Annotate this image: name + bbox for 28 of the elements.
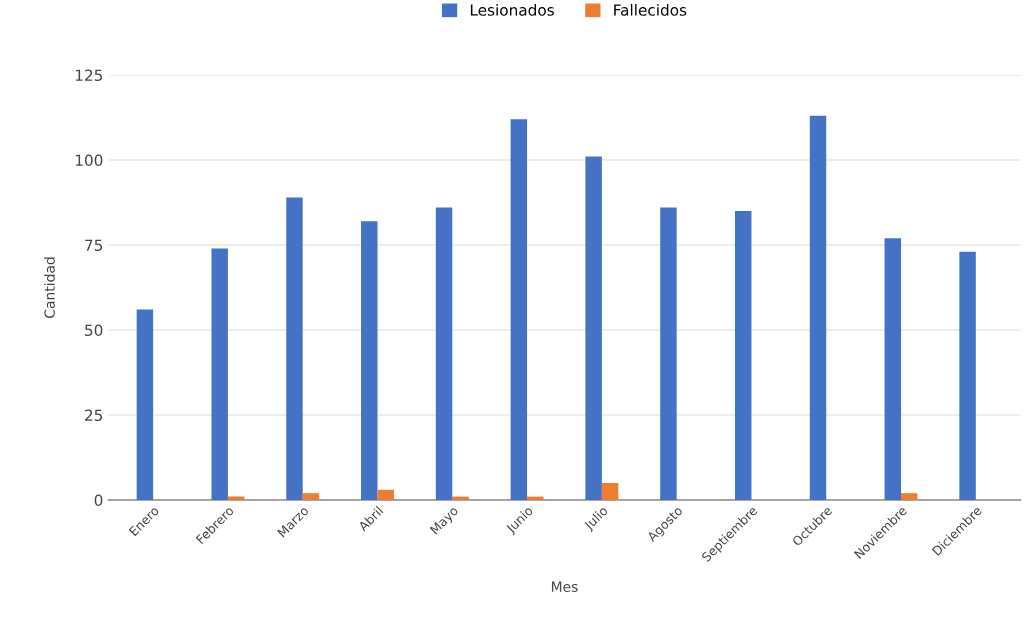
bar xyxy=(585,156,602,500)
bar xyxy=(136,309,154,500)
bar xyxy=(601,483,619,500)
y-tick-label: 125 xyxy=(75,69,103,82)
y-tick-label: 50 xyxy=(85,324,103,337)
legend-label: Lesionados xyxy=(470,3,554,16)
y-tick-label: 75 xyxy=(85,239,103,252)
bar xyxy=(734,211,752,500)
bar xyxy=(377,489,394,500)
bar xyxy=(809,115,827,500)
bar xyxy=(510,119,528,500)
bar xyxy=(901,493,918,500)
y-tick-label: 25 xyxy=(85,409,103,422)
y-tick-label: 0 xyxy=(94,494,103,507)
y-tick-label: 100 xyxy=(75,154,103,167)
y-axis-title: Cantidad xyxy=(44,257,55,318)
bar xyxy=(884,238,902,500)
bar xyxy=(361,221,378,500)
x-axis-title: Mes xyxy=(551,581,578,592)
bar xyxy=(527,496,544,500)
bar xyxy=(211,248,228,500)
bar xyxy=(452,496,469,500)
bar xyxy=(286,197,303,500)
bar xyxy=(959,251,976,500)
bar xyxy=(660,207,677,500)
bar xyxy=(302,493,320,500)
bar xyxy=(435,207,453,500)
legend-label: Fallecidos xyxy=(614,3,687,16)
